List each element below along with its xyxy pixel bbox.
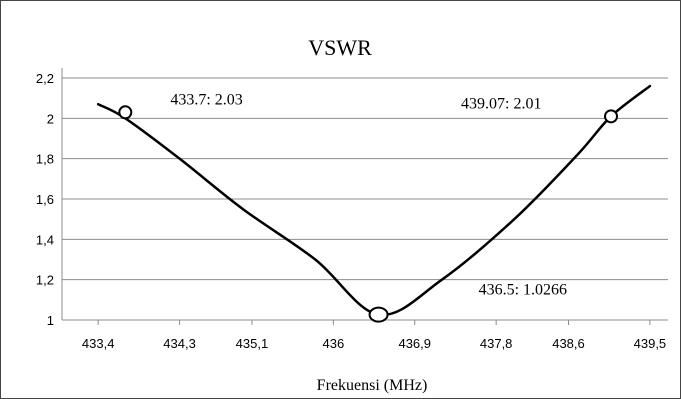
x-tick-label: 435,1 — [236, 336, 269, 351]
x-tick-label: 436 — [322, 336, 344, 351]
x-tick-label: 436,9 — [398, 336, 431, 351]
x-tick-label: 439,5 — [634, 336, 667, 351]
marker-annotation: 439.07: 2.01 — [461, 95, 541, 112]
vswr-series-line — [96, 84, 652, 317]
x-tick-labels: 433,4 434,3 435,1 436 436,9 437,8 438,6 439,5 — [82, 336, 666, 351]
x-tick-label: 434,3 — [163, 336, 196, 351]
marker-point — [604, 109, 619, 124]
marker-point — [368, 306, 389, 323]
marker-point — [118, 105, 133, 120]
y-tick-label: 1 — [47, 313, 54, 328]
x-axis-label: Frekuensi (MHz) — [317, 377, 428, 394]
axes — [61, 68, 668, 325]
y-tick-label: 1,2 — [36, 273, 54, 288]
x-tick-label: 437,8 — [480, 336, 513, 351]
marker-annotation: 433.7: 2.03 — [170, 91, 242, 108]
marker-points — [118, 105, 619, 323]
y-tick-labels: 1 1,2 1,4 1,6 1,8 2 2,2 — [36, 71, 54, 328]
marker-annotations: 433.7: 2.03 439.07: 2.01 436.5: 1.0266 — [170, 91, 567, 298]
x-tick-label: 433,4 — [82, 336, 115, 351]
y-tick-label: 1,8 — [36, 152, 54, 167]
y-tick-label: 1,6 — [36, 192, 54, 207]
x-tick-label: 438,6 — [552, 336, 585, 351]
y-tick-label: 2 — [47, 111, 54, 126]
y-tick-label: 1,4 — [36, 232, 54, 247]
y-tick-label: 2,2 — [36, 71, 54, 86]
chart-title: VSWR — [308, 35, 372, 60]
grid-lines — [62, 77, 668, 281]
marker-annotation: 436.5: 1.0266 — [479, 282, 567, 299]
